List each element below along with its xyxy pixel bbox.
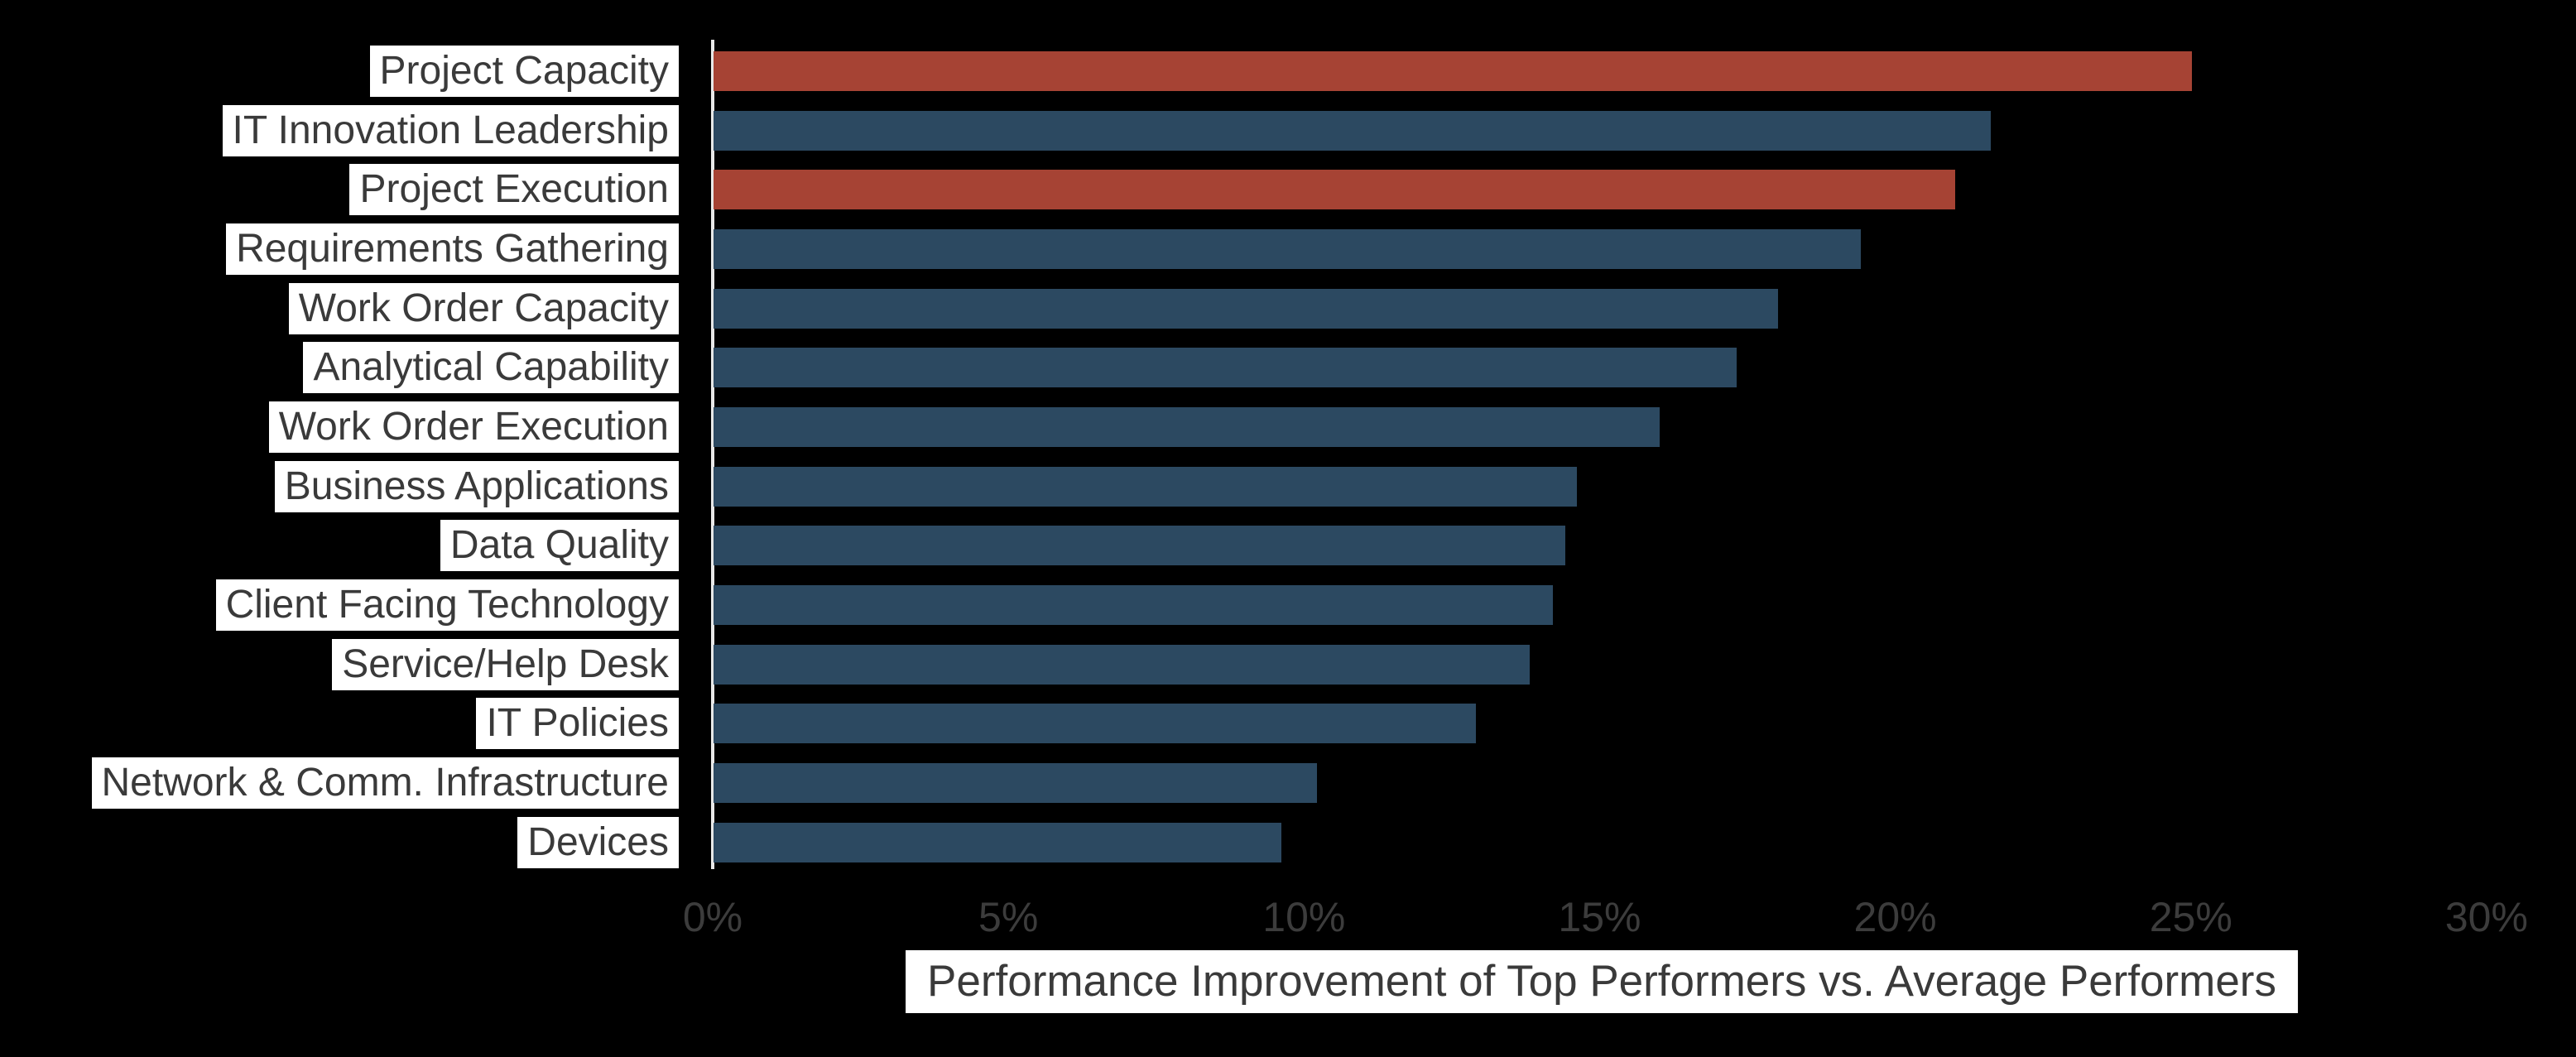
category-label-cell: Data Quality: [0, 520, 714, 572]
chart-row: Network & Comm. Infrastructure: [0, 753, 2576, 813]
chart-row: Analytical Capability: [0, 338, 2576, 397]
chart-row: Service/Help Desk: [0, 635, 2576, 694]
bar: [714, 170, 1956, 210]
bar: [714, 288, 1778, 329]
category-label: Project Capacity: [369, 45, 679, 97]
y-axis-line: [711, 40, 714, 869]
chart-row: IT Innovation Leadership: [0, 101, 2576, 161]
x-tick-label: 15%: [1558, 894, 1641, 940]
bar: [714, 763, 1317, 804]
category-label-cell: Project Execution: [0, 164, 714, 216]
category-label-cell: Network & Comm. Infrastructure: [0, 757, 714, 810]
bar: [714, 585, 1554, 626]
category-label: Client Facing Technology: [215, 579, 679, 632]
category-label: Requirements Gathering: [226, 223, 679, 275]
category-label: Work Order Capacity: [288, 282, 679, 334]
x-axis-title: Performance Improvement of Top Performer…: [906, 950, 2298, 1013]
x-tick-label: 10%: [1262, 894, 1346, 940]
category-label: Network & Comm. Infrastructure: [91, 757, 679, 810]
category-label-cell: IT Innovation Leadership: [0, 104, 714, 156]
category-label-cell: Work Order Execution: [0, 401, 714, 453]
category-label-cell: Work Order Capacity: [0, 282, 714, 334]
bar-rows: Project Capacity IT Innovation Leadership…: [0, 41, 2576, 872]
category-label: Business Applications: [274, 460, 679, 512]
category-label: Work Order Execution: [268, 401, 679, 453]
category-label-cell: Service/Help Desk: [0, 638, 714, 690]
category-label-cell: Client Facing Technology: [0, 579, 714, 632]
category-label-cell: Business Applications: [0, 460, 714, 512]
category-label-cell: Project Capacity: [0, 45, 714, 97]
x-tick-label: 0%: [682, 894, 743, 940]
x-tick-label: 20%: [1853, 894, 1937, 940]
category-label: IT Innovation Leadership: [222, 104, 679, 156]
bar: [714, 526, 1565, 566]
category-label-cell: Devices: [0, 816, 714, 868]
bar: [714, 644, 1530, 685]
chart-row: Requirements Gathering: [0, 219, 2576, 279]
bar: [714, 228, 1861, 269]
bar: [714, 466, 1577, 507]
chart-row: Devices: [0, 813, 2576, 872]
category-label-cell: Analytical Capability: [0, 342, 714, 394]
category-label: Data Quality: [440, 520, 679, 572]
chart-row: Project Capacity: [0, 41, 2576, 101]
category-label: Project Execution: [349, 164, 679, 216]
chart-row: Data Quality: [0, 516, 2576, 576]
x-tick-label: 30%: [2444, 894, 2528, 940]
category-label-cell: Requirements Gathering: [0, 223, 714, 275]
category-label-cell: IT Policies: [0, 698, 714, 750]
chart-row: IT Policies: [0, 694, 2576, 754]
chart-row: Work Order Execution: [0, 397, 2576, 457]
x-tick-label: 25%: [2149, 894, 2232, 940]
x-tick-label: 5%: [978, 894, 1039, 940]
category-label: Analytical Capability: [303, 342, 679, 394]
chart-row: Business Applications: [0, 457, 2576, 516]
bar: [714, 406, 1660, 447]
category-label: IT Policies: [476, 698, 679, 750]
chart-row: Client Facing Technology: [0, 575, 2576, 635]
bar: [714, 50, 2192, 91]
chart-row: Project Execution: [0, 160, 2576, 219]
chart-row: Work Order Capacity: [0, 279, 2576, 339]
bar: [714, 110, 1991, 151]
bar: [714, 704, 1477, 744]
category-label: Service/Help Desk: [332, 638, 679, 690]
bar: [714, 348, 1737, 388]
category-label: Devices: [517, 816, 679, 868]
bar: [714, 822, 1281, 862]
